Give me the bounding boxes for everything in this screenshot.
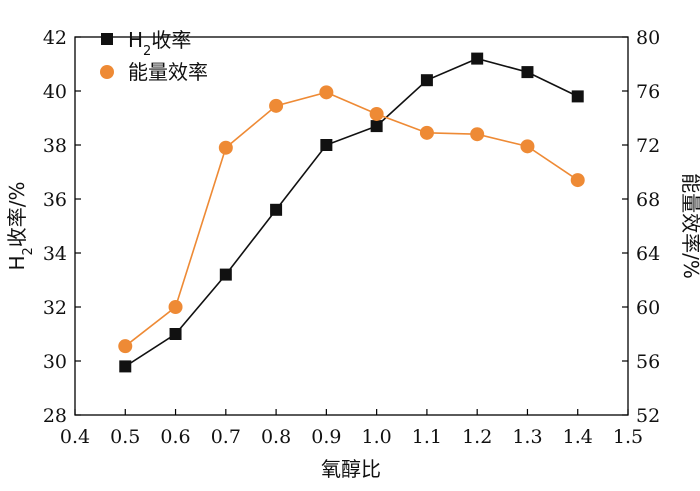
data-point-energy [118, 339, 133, 354]
right-y-axis-title: 能量效率/% [679, 173, 700, 279]
x-tick-label: 0.9 [311, 426, 341, 448]
data-point-h2 [370, 120, 383, 133]
x-tick-label: 0.6 [160, 426, 190, 448]
data-point-energy [570, 173, 585, 188]
left-y-axis-title: H2收率/% [5, 181, 36, 270]
data-point-energy [470, 127, 485, 142]
legend-label-h2-rest: 收率 [151, 28, 191, 52]
left-y-axis-title-group: H2收率/% [5, 181, 36, 270]
left-y-tick-label: 34 [43, 243, 67, 265]
left-y-tick-label: 40 [43, 81, 67, 103]
legend-label-h2: H2收率 [128, 28, 191, 59]
legend-marker-h2 [101, 33, 113, 45]
left-y-tick-label: 28 [43, 405, 67, 427]
left-y-tick-label: 30 [43, 351, 67, 373]
right-y-axis-ticks: 52 56 60 64 68 72 76 80 [622, 27, 660, 427]
x-tick-label: 1.1 [412, 426, 442, 448]
data-point-energy [218, 140, 233, 155]
x-tick-label: 1.3 [512, 426, 542, 448]
left-y-tick-label: 38 [43, 135, 67, 157]
axes [74, 36, 629, 416]
right-y-tick-label: 60 [636, 297, 660, 319]
right-y-tick-label: 72 [636, 135, 660, 157]
series-line-energy [124, 91, 579, 347]
left-y-axis-title-sub: 2 [21, 247, 36, 255]
data-point-energy [369, 106, 384, 121]
data-point-h2 [471, 52, 484, 65]
legend-marker-energy [100, 65, 114, 79]
series-layer [118, 52, 585, 373]
x-tick-label: 1.5 [613, 426, 643, 448]
right-y-tick-label: 80 [636, 27, 660, 49]
data-point-h2 [119, 360, 132, 373]
left-y-tick-label: 36 [43, 189, 67, 211]
legend: H2收率 能量效率 [100, 28, 208, 84]
left-y-axis-ticks: 28 30 32 34 36 38 40 42 [43, 27, 81, 427]
legend-label-h2-sub: 2 [143, 44, 151, 59]
right-y-tick-label: 64 [636, 243, 660, 265]
plot-frame [74, 36, 629, 416]
data-point-h2 [571, 90, 584, 103]
data-point-h2 [169, 328, 182, 340]
data-point-energy [168, 300, 183, 314]
data-point-energy [520, 139, 535, 154]
x-tick-label: 0.8 [261, 426, 291, 448]
right-y-tick-label: 56 [636, 351, 660, 373]
x-axis-title: 氧醇比 [321, 457, 381, 481]
data-point-h2 [270, 203, 283, 216]
right-y-axis-title-group: 能量效率/% [679, 173, 700, 279]
legend-label-energy: 能量效率 [128, 60, 208, 84]
left-y-axis-title-main: H [5, 255, 29, 270]
x-tick-label: 0.5 [110, 426, 140, 448]
left-y-tick-label: 42 [43, 27, 67, 49]
x-tick-label: 1.2 [462, 426, 492, 448]
data-point-h2 [521, 66, 534, 79]
data-point-energy [319, 85, 334, 100]
right-y-tick-label: 76 [636, 81, 660, 103]
right-y-tick-label: 52 [636, 405, 660, 427]
data-point-h2 [420, 74, 433, 87]
data-point-h2 [219, 268, 232, 281]
left-y-axis-title-rest: 收率/% [5, 181, 29, 247]
legend-label-h2-main: H [128, 28, 143, 52]
right-y-tick-label: 68 [636, 189, 660, 211]
x-axis-ticks: 0.4 0.5 0.6 0.7 0.8 0.9 1.0 1.1 1.2 1.3 1.4 1.5 [60, 409, 643, 448]
x-tick-label: 1.0 [362, 426, 392, 448]
x-tick-label: 0.7 [211, 426, 241, 448]
left-y-tick-label: 32 [43, 297, 67, 319]
series-line-h2 [124, 57, 579, 368]
data-point-energy [419, 125, 434, 140]
x-tick-label: 0.4 [60, 426, 90, 448]
data-point-h2 [320, 139, 333, 151]
data-point-energy [269, 98, 284, 113]
x-tick-label: 1.4 [563, 426, 593, 448]
